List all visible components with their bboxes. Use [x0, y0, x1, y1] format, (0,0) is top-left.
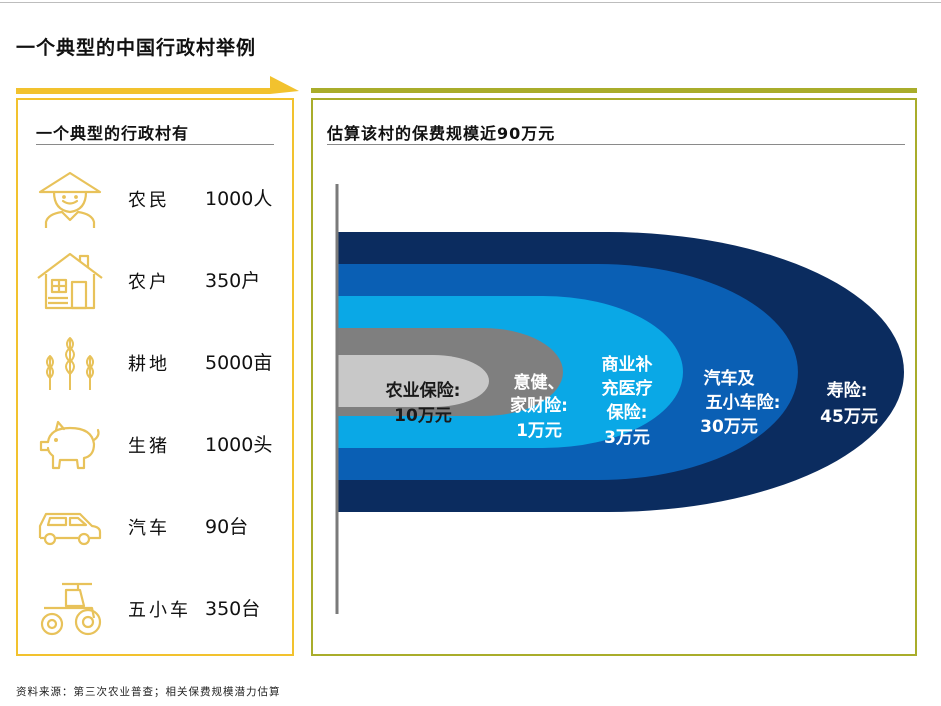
label-life: 寿险: 45万元 [820, 380, 878, 427]
source-note: 资料来源：第三次农业普查；相关保费规模潜力估算 [16, 686, 281, 698]
left-section-arrow [16, 76, 299, 94]
pig-icon [39, 420, 100, 470]
label-vehicle: 汽车及 五小车险: 30万元 [700, 368, 780, 437]
label-accident-line3: 1万元 [516, 421, 562, 441]
label-life-line2: 45万元 [820, 407, 878, 427]
label-accident-property: 意健、 家财险: 1万元 [510, 372, 568, 441]
stat-value: 350台 [205, 598, 261, 620]
stat-label: 五小车 [128, 600, 191, 621]
stat-value: 90台 [205, 516, 249, 538]
stat-label: 生猪 [128, 436, 170, 457]
label-agriculture-line2: 10万元 [394, 406, 452, 426]
stat-row-cars: 汽车 90台 [18, 490, 294, 560]
label-life-line1: 寿险: [827, 380, 868, 401]
tractor-icon [40, 582, 102, 636]
stat-value: 1000头 [205, 434, 273, 456]
right-section-bar [311, 88, 917, 93]
stat-value: 5000亩 [205, 352, 273, 374]
stat-value: 350户 [205, 270, 261, 292]
house-icon [37, 252, 103, 310]
premium-estimate-panel: 估算该村的保费规模近90万元 农业保险: 10万元 意健、 家财险: 1万元 商… [311, 98, 917, 656]
village-stats-panel: 一个典型的行政村有 农民 1000人 [16, 98, 294, 656]
heading-divider [36, 144, 274, 145]
label-medical: 商业补 充医疗 保险: 3万元 [602, 354, 653, 448]
premium-ring-diagram: 农业保险: 10万元 意健、 家财险: 1万元 商业补 充医疗 保险: 3万元 … [335, 184, 904, 614]
label-medical-line1: 商业补 [602, 354, 653, 375]
label-medical-line4: 3万元 [604, 428, 650, 448]
top-divider [0, 2, 941, 3]
stat-label: 农民 [128, 190, 170, 211]
stat-row-households: 农户 350户 [18, 244, 294, 314]
stat-row-small-vehicles: 五小车 350台 [18, 572, 294, 642]
premium-estimate-heading: 估算该村的保费规模近90万元 [327, 124, 556, 143]
heading-divider [327, 144, 905, 145]
stat-row-farmland: 耕地 5000亩 [18, 326, 294, 396]
label-medical-line2: 充医疗 [602, 378, 653, 399]
stat-label: 汽车 [128, 518, 170, 539]
farmer-icon [38, 171, 102, 228]
label-vehicle-line1: 汽车及 [704, 368, 756, 389]
ring-agriculture [337, 355, 489, 407]
stat-row-farmers: 农民 1000人 [18, 162, 294, 232]
label-agriculture: 农业保险: 10万元 [385, 380, 461, 426]
stat-label: 农户 [128, 272, 170, 293]
label-vehicle-line2: 五小车险: [706, 392, 781, 413]
stat-value: 1000人 [205, 188, 273, 210]
stat-label: 耕地 [128, 354, 170, 375]
label-vehicle-line3: 30万元 [700, 417, 758, 437]
wheat-icon [46, 337, 94, 390]
car-icon [38, 512, 102, 546]
stat-row-pigs: 生猪 1000头 [18, 408, 294, 478]
label-accident-line1: 意健、 [514, 372, 565, 393]
label-accident-line2: 家财险: [510, 395, 568, 416]
label-medical-line3: 保险: [606, 402, 648, 423]
label-agriculture-line1: 农业保险: [385, 380, 461, 401]
village-stats-heading: 一个典型的行政村有 [36, 124, 190, 143]
page-title: 一个典型的中国行政村举例 [16, 37, 257, 59]
